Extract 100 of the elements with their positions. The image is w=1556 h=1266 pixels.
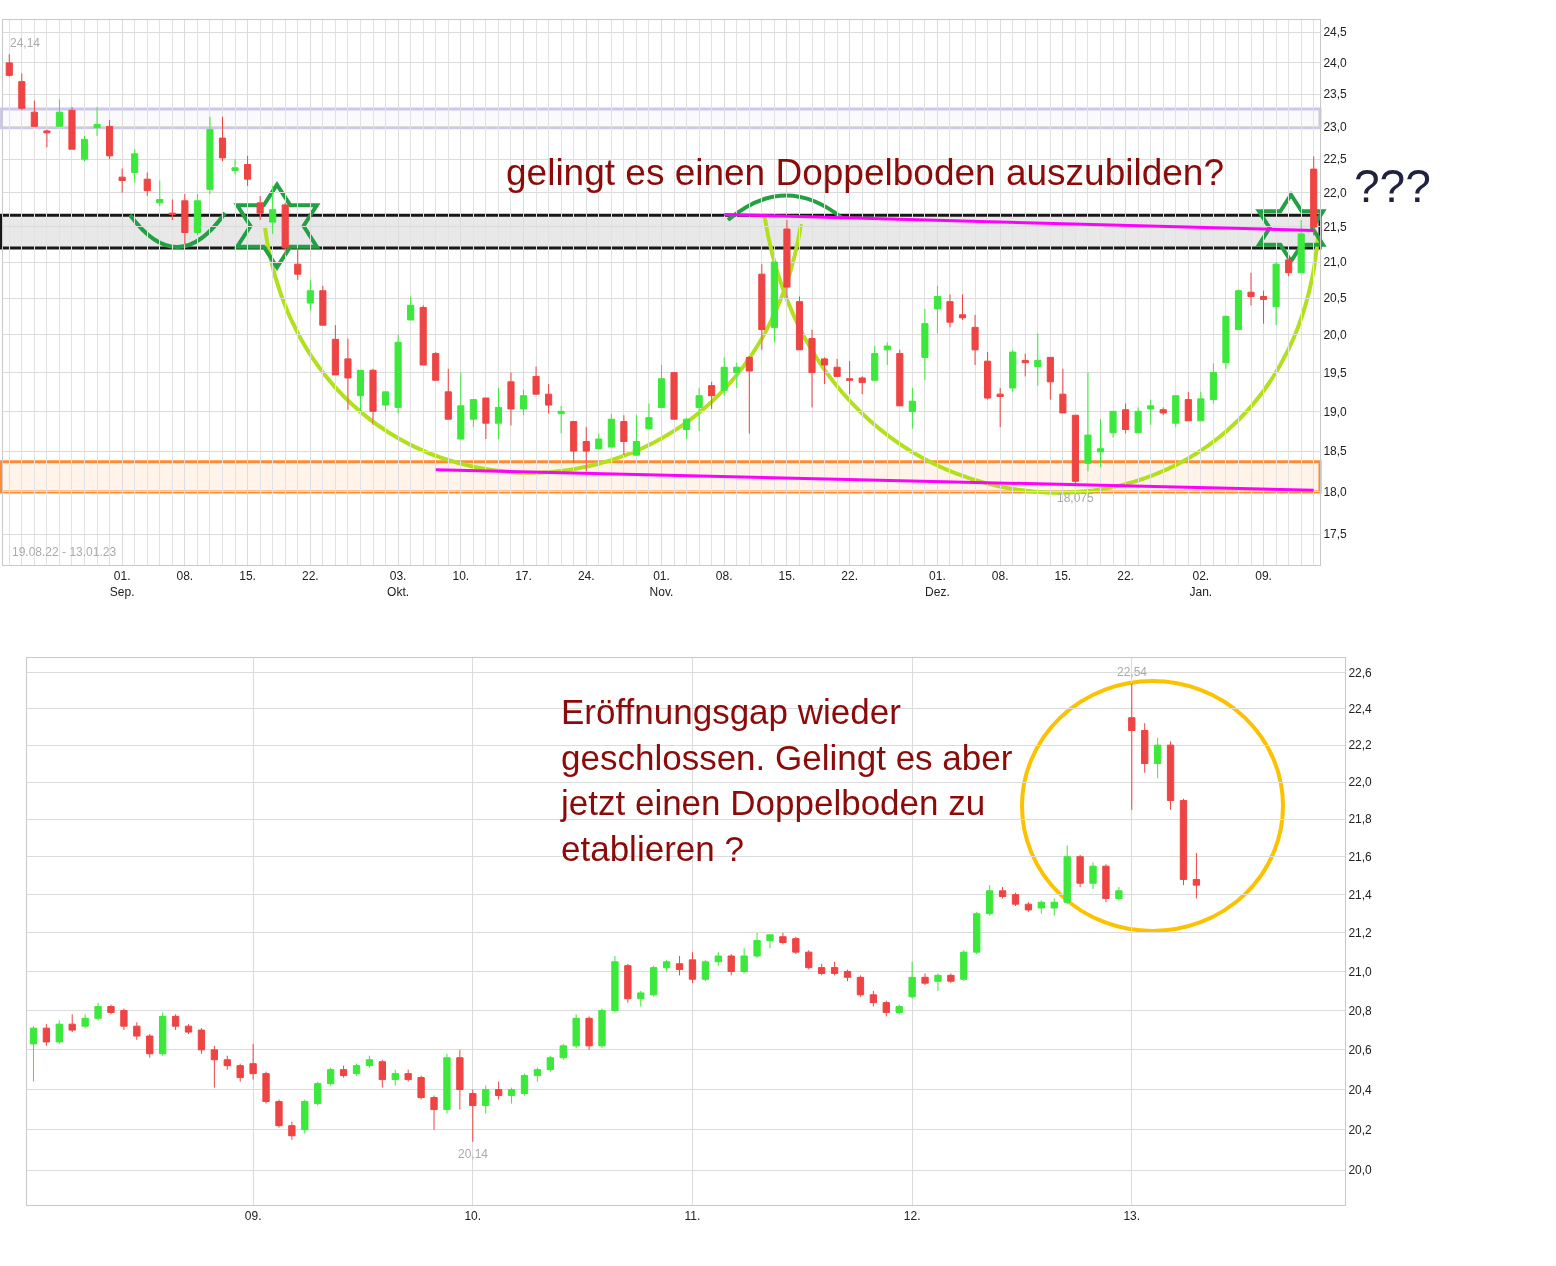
candlestick (197, 1027, 206, 1055)
candlestick (1109, 410, 1117, 438)
candlestick (921, 308, 929, 381)
candlestick (1179, 798, 1188, 886)
candlestick (1134, 406, 1142, 434)
candlestick (443, 1053, 451, 1115)
candlestick (365, 1055, 374, 1069)
candlestick (378, 1059, 387, 1089)
candlestick (830, 961, 839, 976)
candlestick (30, 100, 38, 127)
candlestick (858, 375, 866, 395)
candlestick (1184, 391, 1192, 422)
candlestick (456, 1049, 464, 1111)
candlestick (381, 391, 390, 412)
candlestick (1222, 315, 1230, 370)
candlestick (1122, 403, 1130, 434)
candlestick (1011, 892, 1020, 907)
candlestick (984, 351, 992, 401)
y-tick-label: 22,0 (1323, 185, 1348, 200)
candlestick (1096, 418, 1105, 468)
candlestick (818, 963, 826, 976)
x-tick-label: 01. Nov. (649, 569, 674, 599)
candlestick (1259, 290, 1268, 325)
candlestick (557, 405, 565, 434)
candlestick (417, 1075, 425, 1101)
candlestick (404, 1069, 412, 1083)
candlestick (281, 202, 289, 256)
x-tick-label: 11. (684, 1209, 701, 1224)
candlestick (1209, 362, 1217, 404)
candlestick (960, 949, 968, 982)
candlestick (507, 372, 515, 427)
annotation: 24,14 (10, 36, 41, 50)
x-tick-label: 10. (452, 569, 470, 584)
candlestick (650, 965, 658, 998)
candlestick (657, 364, 666, 408)
candlestick (1172, 395, 1180, 428)
y-tick-label: 20,2 (1348, 1122, 1373, 1137)
candlestick (908, 387, 916, 430)
candlestick (766, 934, 774, 949)
candlestick (520, 1073, 529, 1097)
x-tick-label: 10. (464, 1209, 482, 1224)
candlestick (42, 1023, 51, 1047)
candlestick (595, 432, 603, 450)
candlestick (107, 1004, 115, 1015)
candlestick (745, 355, 753, 434)
candlestick (753, 932, 761, 959)
candlestick (1234, 288, 1243, 331)
text: ??? (1354, 160, 1431, 212)
candlestick (624, 963, 632, 1004)
candlestick (846, 360, 854, 395)
x-tick-label: 02. Jan. (1189, 569, 1213, 599)
x-tick-label: 01. Dez. (925, 569, 950, 599)
candlestick (985, 884, 994, 917)
candlestick (533, 1067, 542, 1083)
candlestick (946, 293, 954, 328)
candlestick (1063, 844, 1071, 905)
candlestick (971, 314, 979, 366)
candlestick (457, 372, 465, 440)
candlestick (81, 1013, 89, 1029)
candlestick (118, 167, 126, 194)
candlestick (882, 1000, 890, 1017)
y-tick-label: 21,0 (1348, 964, 1373, 979)
x-tick-label: 13. (1123, 1209, 1141, 1224)
y-tick-label: 22,6 (1348, 665, 1373, 680)
candlestick (934, 972, 942, 992)
candlestick (675, 955, 684, 976)
candlestick (720, 356, 728, 397)
candlestick (249, 1043, 257, 1081)
candlestick (256, 195, 264, 221)
candlestick (921, 972, 929, 986)
candlestick (339, 1065, 348, 1079)
candlestick (808, 329, 816, 408)
candlestick (331, 324, 339, 376)
x-tick-label: 22. (841, 569, 858, 584)
candlestick (572, 1013, 580, 1049)
candlestick (1024, 901, 1033, 913)
candlestick (120, 1008, 128, 1031)
y-tick-label: 20,0 (1348, 1163, 1373, 1178)
candlestick (419, 304, 427, 366)
y-tick-label: 23,5 (1323, 87, 1348, 102)
candlestick (275, 1099, 283, 1129)
candlestick (288, 1121, 296, 1141)
candlestick (143, 171, 151, 197)
candlestick (1153, 737, 1162, 779)
candlestick (1102, 863, 1110, 903)
y-tick-label: 20,8 (1348, 1003, 1373, 1018)
candlestick (55, 98, 64, 127)
candlestick (301, 1099, 309, 1135)
candlestick (1076, 854, 1084, 888)
y-tick-label: 19,0 (1323, 404, 1348, 419)
candlestick (482, 397, 490, 440)
candlestick (356, 369, 365, 412)
candlestick (933, 285, 942, 334)
candlestick (779, 932, 787, 945)
candlestick (1166, 740, 1175, 811)
candlestick (598, 1008, 606, 1049)
candlestick (80, 135, 89, 162)
candlestick (895, 1004, 903, 1015)
candlestick (131, 148, 139, 184)
y-tick-label: 17,5 (1323, 527, 1348, 542)
